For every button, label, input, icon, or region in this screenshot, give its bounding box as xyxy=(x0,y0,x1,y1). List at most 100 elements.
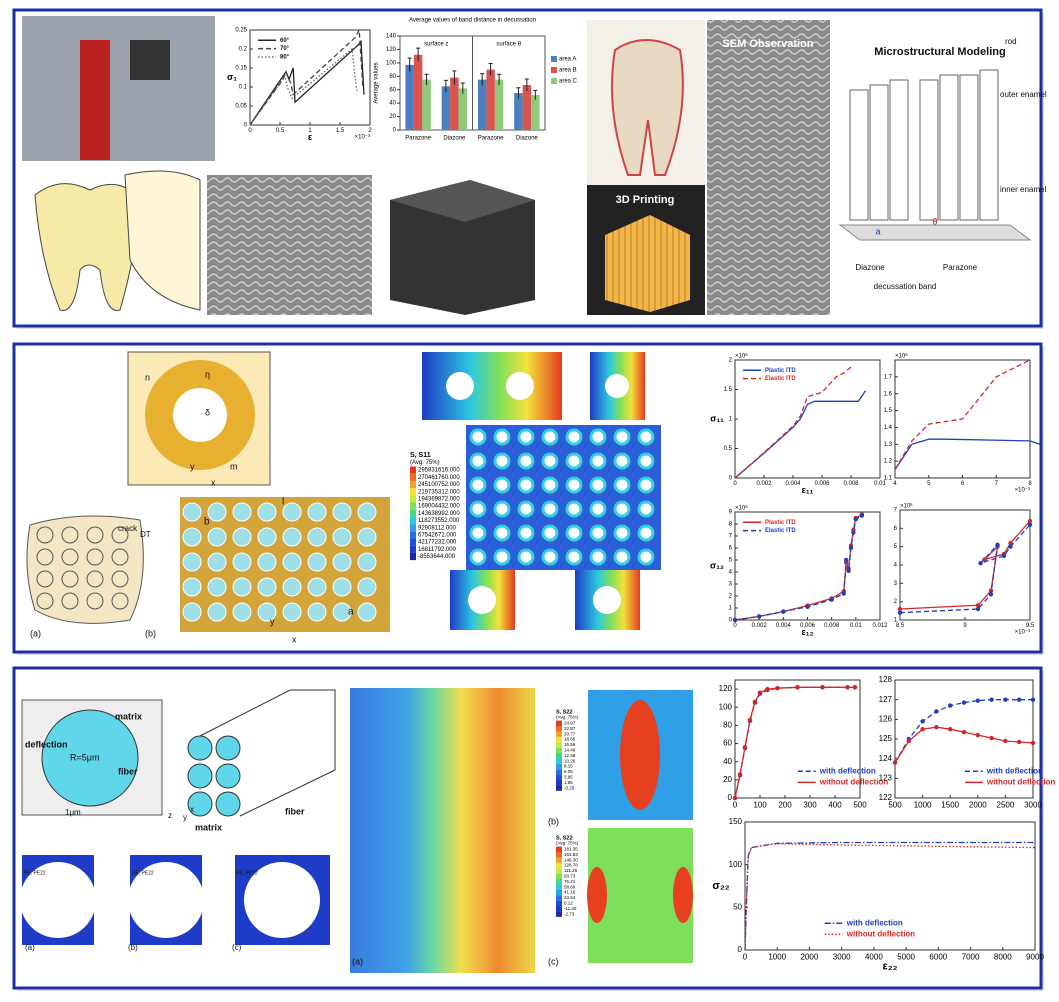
series-marker xyxy=(1008,544,1013,549)
series-marker xyxy=(756,614,762,619)
fiber-circle xyxy=(541,500,559,518)
fiber-circle xyxy=(332,577,352,597)
y-tick-label: 126 xyxy=(879,714,893,723)
x-tick-label: 1 xyxy=(308,128,312,134)
label: y xyxy=(183,813,187,822)
label: Microstructural Modeling xyxy=(874,46,1005,58)
label: decussation band xyxy=(874,282,937,291)
y-tick-label: 1.5 xyxy=(884,408,893,414)
fiber-circle xyxy=(257,602,277,622)
y-tick-label: 120 xyxy=(719,684,733,693)
label: fiber xyxy=(118,766,138,776)
series-marker xyxy=(820,685,825,690)
contour-value: 93.73 xyxy=(564,874,576,879)
series-line xyxy=(734,366,852,479)
label: PE, PE22 xyxy=(132,870,154,876)
contour-value: 143638992.000 xyxy=(418,511,460,517)
fiber-circle xyxy=(517,476,535,494)
fiber-circle xyxy=(469,428,487,446)
series-marker xyxy=(934,725,939,730)
bar xyxy=(405,64,414,130)
contour-swatch xyxy=(556,846,562,853)
series-marker xyxy=(841,591,846,596)
fiber-circle xyxy=(257,527,277,547)
series-marker xyxy=(1003,697,1008,702)
label: m xyxy=(230,461,238,471)
contour-swatch xyxy=(410,524,416,532)
label: z xyxy=(168,811,172,820)
series-marker xyxy=(765,686,770,692)
x-tick-label: 5000 xyxy=(897,952,915,961)
contour-value: -0.25 xyxy=(564,785,575,790)
series-marker xyxy=(989,697,994,702)
tubule xyxy=(61,592,79,610)
fiber-circle xyxy=(565,476,583,494)
contour-value: 3.95 xyxy=(564,775,573,780)
fiber-circle xyxy=(469,500,487,518)
y-tick-label: 20 xyxy=(723,775,732,784)
contour-avg: (Avg: 75%) xyxy=(556,841,579,846)
plot-frame xyxy=(734,359,881,479)
series-marker xyxy=(897,606,903,612)
label: (b) xyxy=(548,816,559,826)
contour-swatch xyxy=(556,895,562,901)
legend-label: area C xyxy=(559,79,578,85)
contour-value: 18.66 xyxy=(564,737,576,742)
fiber-circle xyxy=(637,476,655,494)
fiber-circle xyxy=(613,500,631,518)
y-tick-label: 1.3 xyxy=(884,442,893,448)
contour-value: 20.77 xyxy=(564,731,576,736)
fiber-circle xyxy=(307,577,327,597)
y-tick-label: 125 xyxy=(879,734,893,743)
fiber-circle xyxy=(207,527,227,547)
label: deflection xyxy=(25,739,68,749)
x-tick-label: 1000 xyxy=(914,800,932,809)
contour-value: -11.40 xyxy=(564,906,577,911)
y-tick-label: 50 xyxy=(733,902,742,911)
series-marker xyxy=(978,560,983,566)
contour-value: 295831616.000 xyxy=(418,468,460,474)
y-tick-label: 123 xyxy=(879,773,893,782)
x-tick-label: 0.5 xyxy=(276,128,285,134)
label: y xyxy=(190,461,195,471)
label: n xyxy=(145,372,150,382)
series-marker xyxy=(757,690,763,695)
error-bar xyxy=(480,73,485,86)
series-marker xyxy=(775,685,780,691)
y-axis-label: σ₁ xyxy=(227,72,237,82)
contour-swatch xyxy=(556,736,562,743)
label: θ xyxy=(932,216,937,226)
series-marker xyxy=(1003,738,1008,744)
label: x xyxy=(190,805,194,814)
label: x xyxy=(211,477,216,487)
series-line xyxy=(744,841,1035,951)
label: δ xyxy=(205,407,210,417)
series-marker xyxy=(1017,739,1022,745)
legend-label: Elastic ITD xyxy=(765,376,796,382)
y-tick-label: 60 xyxy=(389,87,396,93)
y-tick-label: 122 xyxy=(879,793,893,802)
legend-label: with deflection xyxy=(846,918,903,927)
contour-title: S, S11 xyxy=(410,452,431,459)
tubule xyxy=(36,570,54,588)
bar xyxy=(441,86,451,130)
fiber-circle xyxy=(637,428,655,446)
label: inner enamel xyxy=(1000,185,1046,194)
contour-swatch xyxy=(556,726,562,732)
fiber-circle xyxy=(565,548,583,566)
contour-swatch xyxy=(410,531,416,539)
y-tick-label: 1 xyxy=(894,618,898,624)
x-axis-label: ε₂₂ xyxy=(883,961,898,973)
x-tick-label: Parazone xyxy=(478,136,504,142)
y-axis-label: σ₁₂ xyxy=(710,560,724,570)
y-multiplier: ×10⁸ xyxy=(895,352,908,359)
y-tick-label: 0 xyxy=(393,128,397,134)
fiber-circle xyxy=(282,577,302,597)
legend-label: 80° xyxy=(280,55,290,61)
fiber-circle xyxy=(469,452,487,470)
y-tick-label: 6 xyxy=(729,546,733,552)
y-tick-label: 0 xyxy=(729,618,733,624)
series-line xyxy=(899,524,1031,614)
series-marker xyxy=(742,744,748,750)
contour-swatch xyxy=(556,857,562,863)
